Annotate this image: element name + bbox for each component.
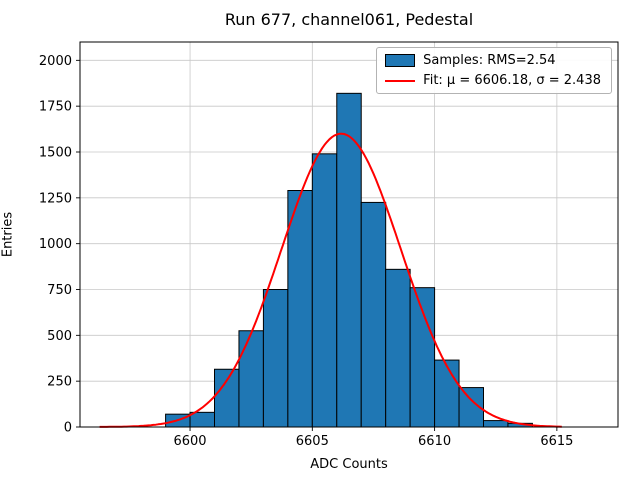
x-tick-label: 6615 <box>540 434 573 449</box>
histogram-bar <box>287 190 313 428</box>
x-tick-label: 6605 <box>296 434 329 449</box>
histogram-bar <box>434 359 460 428</box>
legend: Samples: RMS=2.54 Fit: μ = 6606.18, σ = … <box>376 47 612 94</box>
histogram-bar <box>311 153 338 428</box>
chart-title: Run 677, channel061, Pedestal <box>224 10 474 29</box>
histogram-bar <box>214 368 240 428</box>
legend-label-fit: Fit: μ = 6606.18, σ = 2.438 <box>423 73 601 88</box>
y-axis-label: Entries <box>0 211 16 258</box>
y-tick-label: 1750 <box>39 100 72 115</box>
histogram-bar <box>189 411 216 428</box>
y-tick-label: 750 <box>47 283 72 298</box>
y-tick-label: 250 <box>47 375 72 390</box>
histogram-bar <box>385 268 411 428</box>
histogram-bar <box>238 330 264 428</box>
legend-label-samples: Samples: RMS=2.54 <box>423 53 556 68</box>
histogram-bar <box>262 289 289 428</box>
y-tick-label: 1250 <box>39 191 72 206</box>
histogram-bar <box>360 201 387 428</box>
legend-item-fit: Fit: μ = 6606.18, σ = 2.438 <box>385 73 601 88</box>
x-axis-label: ADC Counts <box>310 457 388 472</box>
y-tick-label: 1500 <box>39 146 72 161</box>
histogram-swatch <box>385 54 416 67</box>
x-tick-label: 6600 <box>173 434 206 449</box>
legend-item-samples: Samples: RMS=2.54 <box>385 53 601 68</box>
y-tick-label: 500 <box>47 329 72 344</box>
y-tick-label: 0 <box>64 421 72 436</box>
histogram-bar <box>483 420 509 428</box>
fit-curve <box>99 132 562 428</box>
y-tick-label: 1000 <box>39 237 72 252</box>
y-tick-label: 2000 <box>39 54 72 69</box>
x-tick-label: 6610 <box>418 434 451 449</box>
axes-frame <box>79 41 619 428</box>
fit-line-swatch <box>385 74 416 87</box>
